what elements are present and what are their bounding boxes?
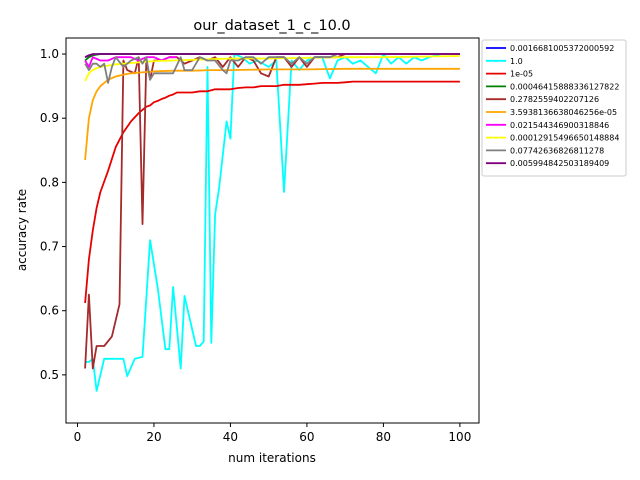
series-line-1 — [85, 53, 460, 392]
legend-entry-3: 0.00046415888336127822 — [510, 82, 619, 91]
legend-entry-2: 1e-05 — [510, 70, 533, 79]
legend: 0.0016681005372000592 1.0 1e-05 0.000464158… — [481, 39, 627, 177]
y-tick-label-1: 0.6 — [40, 304, 59, 318]
plot-area-frame — [65, 37, 480, 424]
series-line-9 — [84, 53, 460, 59]
series-line-2 — [84, 80, 460, 304]
legend-entry-8: 0.07742636826811278 — [510, 146, 604, 155]
x-tick-label-0: 0 — [74, 430, 82, 444]
plot-lines — [84, 53, 460, 392]
y-tick-label-3: 0.8 — [40, 175, 59, 189]
legend-entry-7: 0.00012915496650148884 — [510, 134, 619, 143]
x-tick-label-5: 100 — [448, 430, 471, 444]
x-axis: 0 20 40 60 80 100 — [74, 423, 471, 444]
legend-entry-5: 3.5938136638046256e-05 — [510, 108, 617, 117]
x-tick-label-3: 60 — [299, 430, 314, 444]
chart-title: our_dataset_1_c_10.0 — [193, 18, 350, 34]
legend-entry-1: 1.0 — [510, 57, 523, 66]
x-axis-title: num iterations — [228, 451, 316, 465]
legend-entry-0: 0.0016681005372000592 — [510, 44, 614, 53]
series-line-8 — [84, 53, 460, 84]
series-line-5 — [84, 67, 460, 160]
legend-entry-9: 0.005994842503189409 — [510, 159, 609, 168]
x-tick-label-1: 20 — [146, 430, 161, 444]
y-tick-label-4: 0.9 — [40, 111, 59, 125]
series-line-6 — [84, 56, 177, 68]
y-axis: 0.5 0.6 0.7 0.8 0.9 1.0 — [40, 47, 66, 382]
legend-frame — [481, 39, 627, 177]
y-tick-label-5: 1.0 — [40, 47, 59, 61]
y-axis-title: accuracy rate — [15, 189, 29, 271]
y-tick-label-0: 0.5 — [40, 368, 59, 382]
legend-entry-4: 0.2782559402207126 — [510, 95, 599, 104]
series-line-4 — [84, 53, 460, 370]
x-tick-label-4: 80 — [376, 430, 391, 444]
legend-entry-6: 0.021544346900318846 — [510, 121, 609, 130]
x-tick-label-2: 40 — [223, 430, 238, 444]
y-tick-label-2: 0.7 — [40, 240, 59, 254]
